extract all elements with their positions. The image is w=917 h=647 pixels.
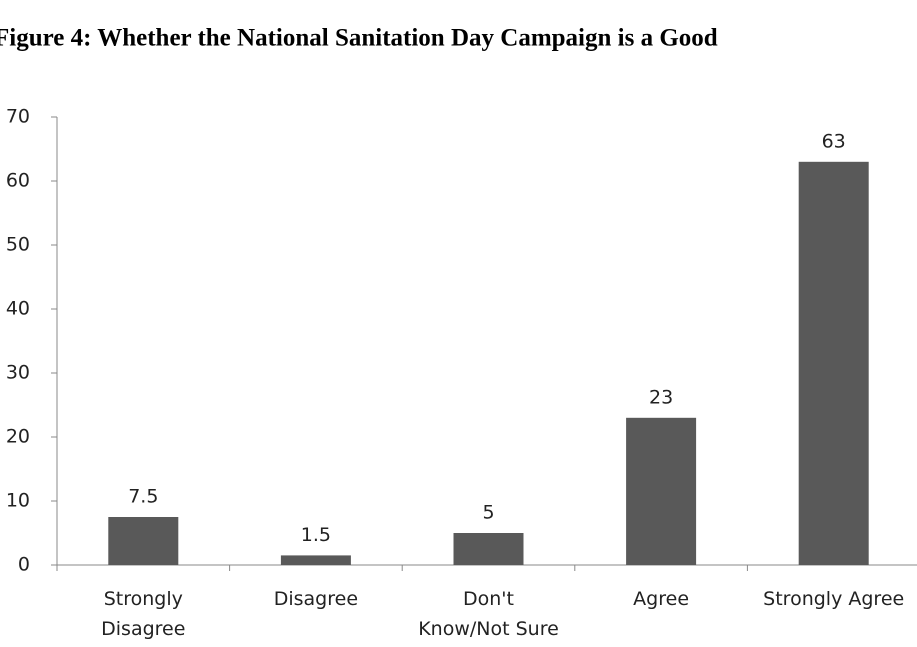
value-label: 1.5 (301, 524, 331, 546)
y-tick-label: 10 (6, 490, 30, 512)
value-label: 63 (822, 130, 846, 152)
y-tick-label: 60 (6, 170, 30, 192)
y-tick-label: 50 (6, 234, 30, 256)
value-label: 23 (649, 386, 673, 408)
bar (280, 555, 351, 565)
x-tick-label: Agree (633, 588, 690, 610)
x-tick-label: Disagree (273, 588, 359, 610)
chart-title: Figure 4: Whether the National Sanitatio… (0, 25, 718, 52)
x-tick-label: Strongly Agree (763, 588, 905, 610)
y-tick-label: 20 (6, 426, 30, 448)
y-tick-label: 0 (18, 554, 30, 576)
bar (798, 161, 869, 566)
bar (453, 533, 524, 565)
x-tick-label: Strongly Disagree (101, 588, 186, 640)
y-tick-label: 70 (6, 106, 30, 128)
y-tick-label: 40 (6, 298, 30, 320)
bar (108, 517, 179, 565)
bar (626, 417, 697, 565)
y-tick-label: 30 (6, 362, 30, 384)
x-tick-label: Don't Know/Not Sure (418, 588, 559, 640)
value-label: 7.5 (128, 486, 158, 508)
value-label: 5 (482, 502, 494, 524)
